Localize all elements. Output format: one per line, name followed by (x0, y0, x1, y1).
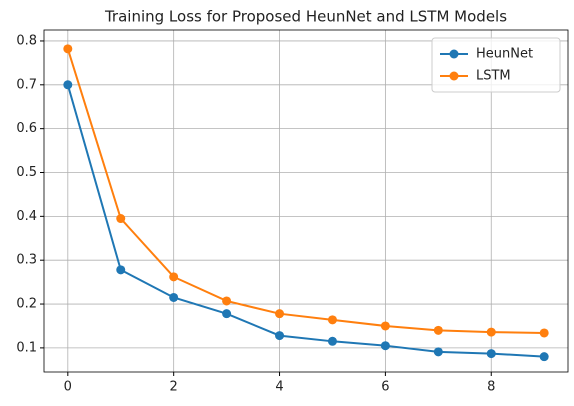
y-tick-label: 0.7 (16, 77, 37, 92)
y-tick-label: 0.2 (16, 297, 37, 312)
data-point (486, 327, 496, 337)
data-point (539, 328, 549, 338)
x-tick-label: 0 (64, 380, 72, 395)
legend-marker (449, 49, 459, 59)
data-point (169, 292, 179, 302)
data-point (169, 272, 179, 282)
data-point (433, 325, 443, 335)
data-point (275, 309, 285, 319)
x-tick-label: 2 (170, 380, 178, 395)
legend-box (431, 37, 561, 93)
data-point (116, 265, 126, 275)
series-line (66, 84, 545, 358)
y-tick-label: 0.8 (16, 33, 37, 48)
y-tick-label: 0.6 (16, 121, 37, 136)
data-point (433, 347, 443, 357)
x-tick-label: 6 (381, 380, 389, 395)
legend-label: LSTM (476, 69, 511, 84)
data-point (275, 331, 285, 341)
y-tick-label: 0.4 (16, 209, 37, 224)
data-point (327, 315, 337, 325)
x-tick-label: 4 (275, 380, 283, 395)
data-point (380, 321, 390, 331)
data-point (116, 214, 126, 224)
data-point (539, 352, 549, 362)
y-tick-label: 0.1 (16, 340, 37, 355)
legend-label: HeunNet (476, 47, 533, 62)
data-point (222, 309, 232, 319)
data-point (327, 336, 337, 346)
plot-frame (43, 29, 569, 373)
chart-title: Training Loss for Proposed HeunNet and L… (104, 8, 507, 26)
series-line (66, 48, 545, 334)
data-point (222, 296, 232, 306)
legend-marker (449, 71, 459, 81)
x-tick-label: 8 (487, 380, 495, 395)
data-point (63, 44, 73, 54)
data-point (63, 80, 73, 90)
y-tick-label: 0.3 (16, 253, 37, 268)
y-tick-label: 0.5 (16, 165, 37, 180)
data-point (380, 341, 390, 351)
data-point (486, 349, 496, 359)
